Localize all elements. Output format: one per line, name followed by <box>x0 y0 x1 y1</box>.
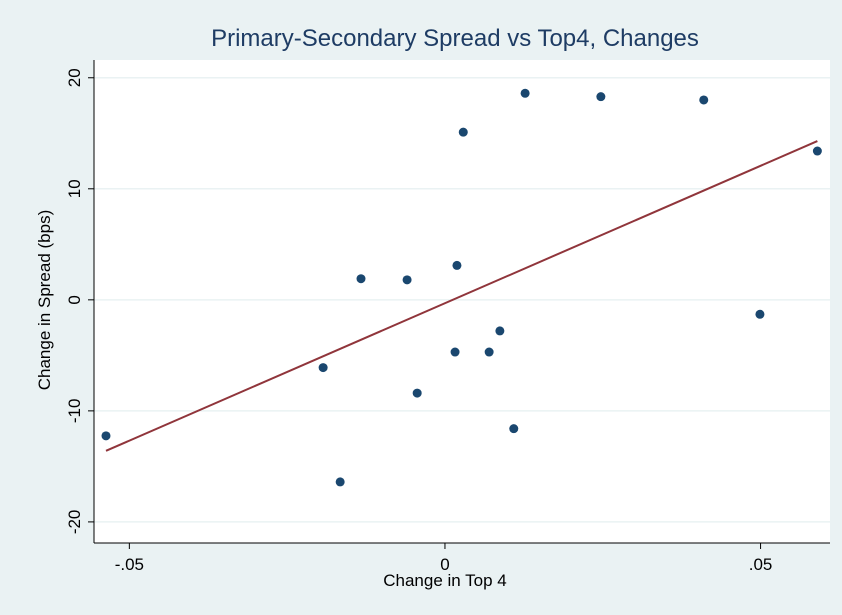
point <box>318 363 328 373</box>
y-tick-label: 0 <box>65 295 84 304</box>
point <box>495 326 505 336</box>
y-tick-label: -20 <box>65 510 84 535</box>
point <box>458 127 468 137</box>
y-tick-label: 20 <box>65 68 84 87</box>
point <box>812 146 822 156</box>
point <box>520 88 530 98</box>
point <box>101 431 111 441</box>
point <box>484 347 494 357</box>
point <box>356 274 366 284</box>
point <box>452 260 462 270</box>
point <box>755 309 765 319</box>
point <box>699 95 709 105</box>
fit-line <box>105 140 818 452</box>
point <box>509 424 519 434</box>
x-tick-label: .05 <box>749 555 773 574</box>
y-axis-title: Change in Spread (bps) <box>35 210 54 391</box>
point <box>335 477 345 487</box>
x-tick-label: -.05 <box>115 555 144 574</box>
y-tick-label: -10 <box>65 399 84 424</box>
point <box>596 92 606 102</box>
chart-title: Primary-Secondary Spread vs Top4, Change… <box>211 25 699 52</box>
x-tick-label: 0 <box>440 555 449 574</box>
plot-area <box>94 60 830 543</box>
x-axis-title: Change in Top 4 <box>383 571 507 590</box>
point <box>450 347 460 357</box>
y-tick-label: 10 <box>65 179 84 198</box>
point <box>412 388 422 398</box>
point <box>402 275 412 285</box>
